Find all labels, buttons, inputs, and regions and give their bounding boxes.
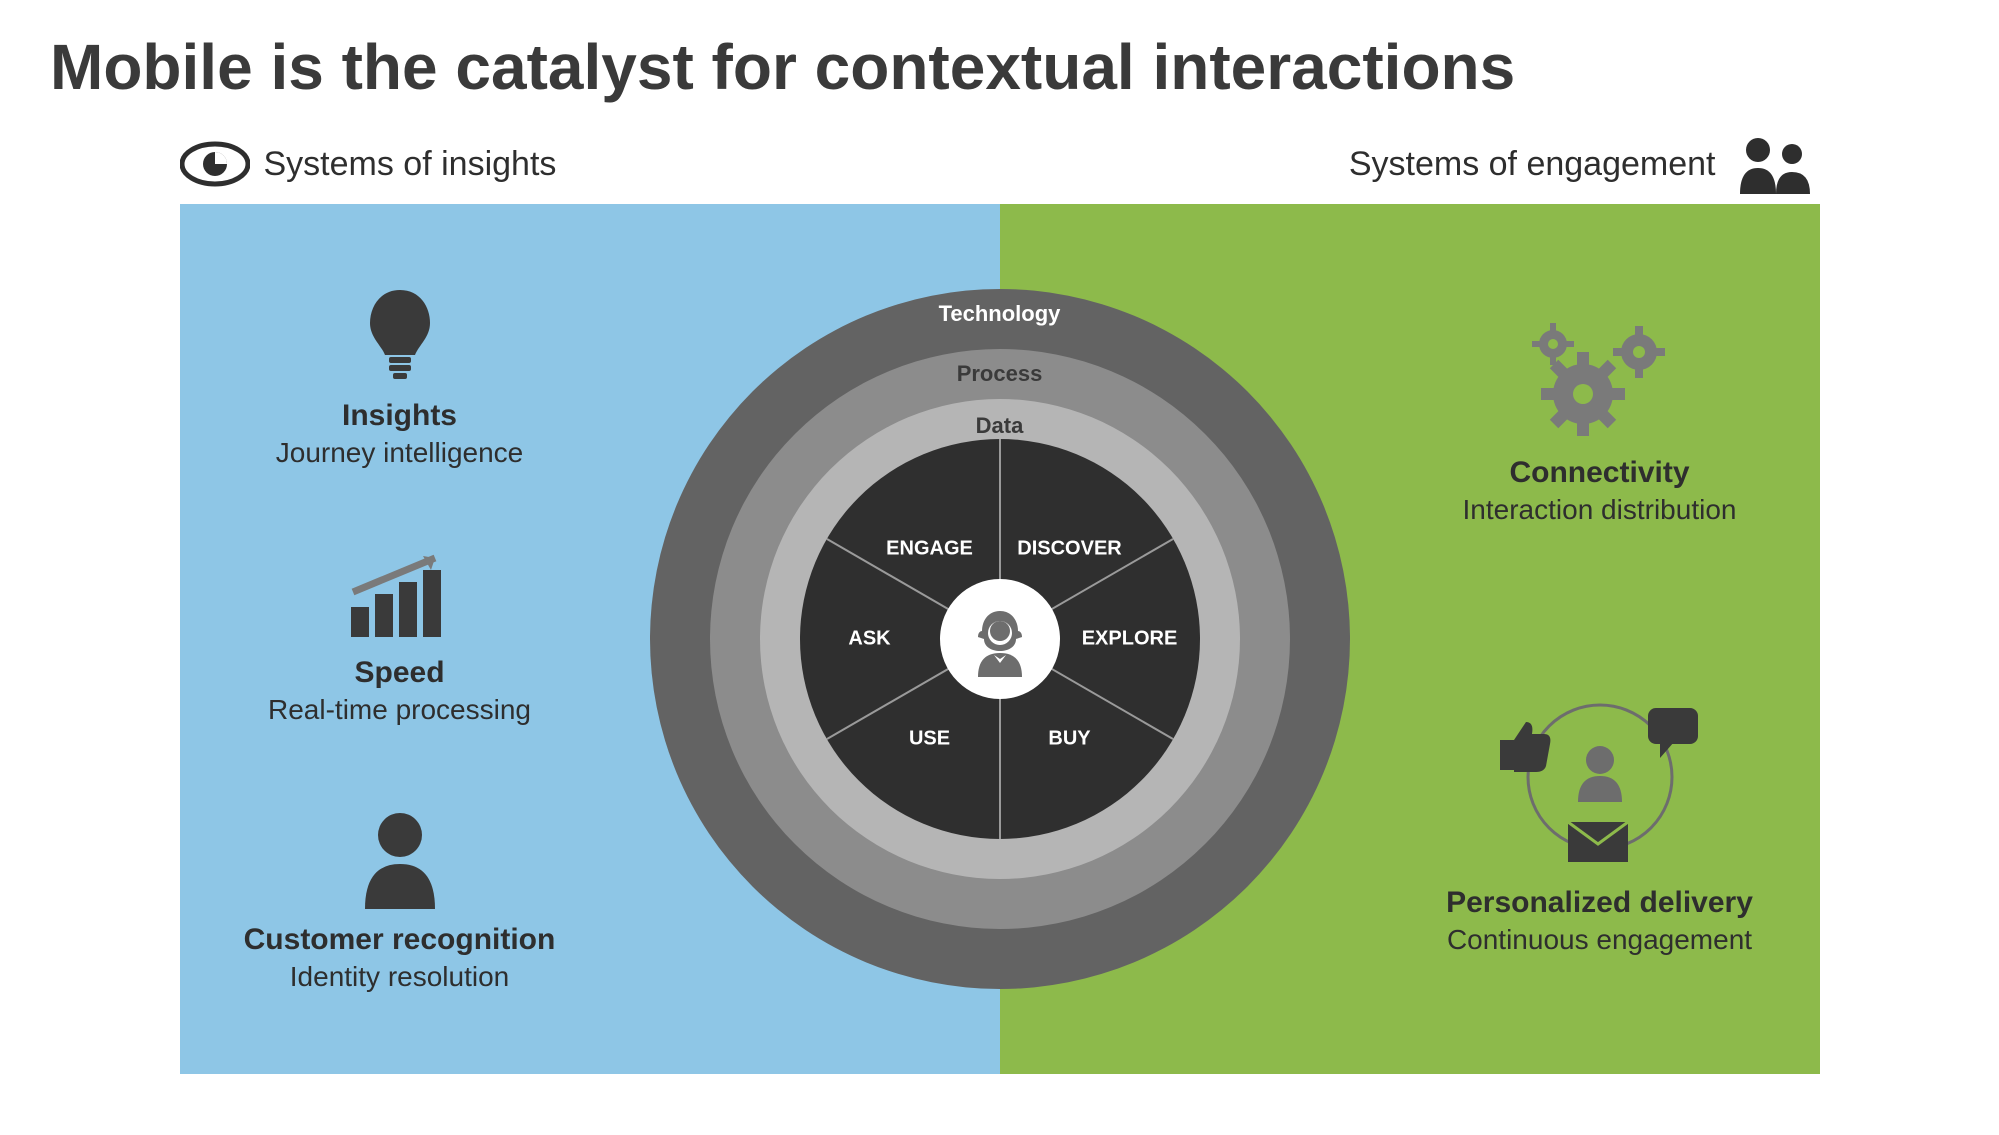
- people-icon: [1730, 134, 1820, 194]
- feature-connectivity-title: Connectivity: [1400, 456, 1800, 490]
- chart-up-icon: [200, 552, 600, 642]
- header-engagement-label: Systems of engagement: [1349, 145, 1716, 184]
- user-female-icon: [960, 599, 1040, 679]
- segment-ask: ASK: [848, 628, 890, 651]
- feature-insights: Insights Journey intelligence: [200, 285, 600, 469]
- feature-speed-sub: Real-time processing: [200, 694, 600, 726]
- feature-delivery-title: Personalized delivery: [1400, 886, 1800, 920]
- feature-speed: Speed Real-time processing: [200, 552, 600, 726]
- ring-label-technology: Technology: [939, 301, 1061, 327]
- feature-insights-sub: Journey intelligence: [200, 437, 600, 469]
- person-icon: [200, 809, 600, 909]
- feature-recognition-title: Customer recognition: [200, 923, 600, 957]
- ring-label-data: Data: [976, 413, 1024, 439]
- header-insights: Systems of insights: [180, 141, 557, 187]
- journey-wheel: Technology Process Data DISCOVER: [650, 289, 1350, 989]
- segment-discover: DISCOVER: [1017, 538, 1121, 561]
- segment-use: USE: [909, 728, 950, 751]
- page-title: Mobile is the catalyst for contextual in…: [50, 30, 1959, 104]
- section-headers: Systems of insights Systems of engagemen…: [180, 134, 1820, 194]
- feature-delivery-sub: Continuous engagement: [1400, 924, 1800, 956]
- segment-explore: EXPLORE: [1082, 628, 1178, 651]
- feature-speed-title: Speed: [200, 656, 600, 690]
- feature-connectivity-sub: Interaction distribution: [1400, 494, 1800, 526]
- feature-recognition: Customer recognition Identity resolution: [200, 809, 600, 993]
- eye-icon: [180, 141, 250, 187]
- segment-disc: DISCOVER EXPLORE BUY USE ASK ENGAGE: [800, 439, 1200, 839]
- ring-label-process: Process: [957, 361, 1043, 387]
- social-ring-icon: [1400, 682, 1800, 872]
- feature-insights-title: Insights: [200, 399, 600, 433]
- gears-icon: [1400, 322, 1800, 442]
- segment-engage: ENGAGE: [886, 538, 973, 561]
- main-panel: Insights Journey intelligence Speed Real…: [180, 204, 1820, 1074]
- header-engagement: Systems of engagement: [1349, 134, 1820, 194]
- bulb-icon: [200, 285, 600, 385]
- header-insights-label: Systems of insights: [264, 145, 557, 184]
- segment-buy: BUY: [1048, 728, 1090, 751]
- feature-delivery: Personalized delivery Continuous engagem…: [1400, 682, 1800, 956]
- feature-recognition-sub: Identity resolution: [200, 961, 600, 993]
- feature-connectivity: Connectivity Interaction distribution: [1400, 322, 1800, 526]
- center-user: [940, 579, 1060, 699]
